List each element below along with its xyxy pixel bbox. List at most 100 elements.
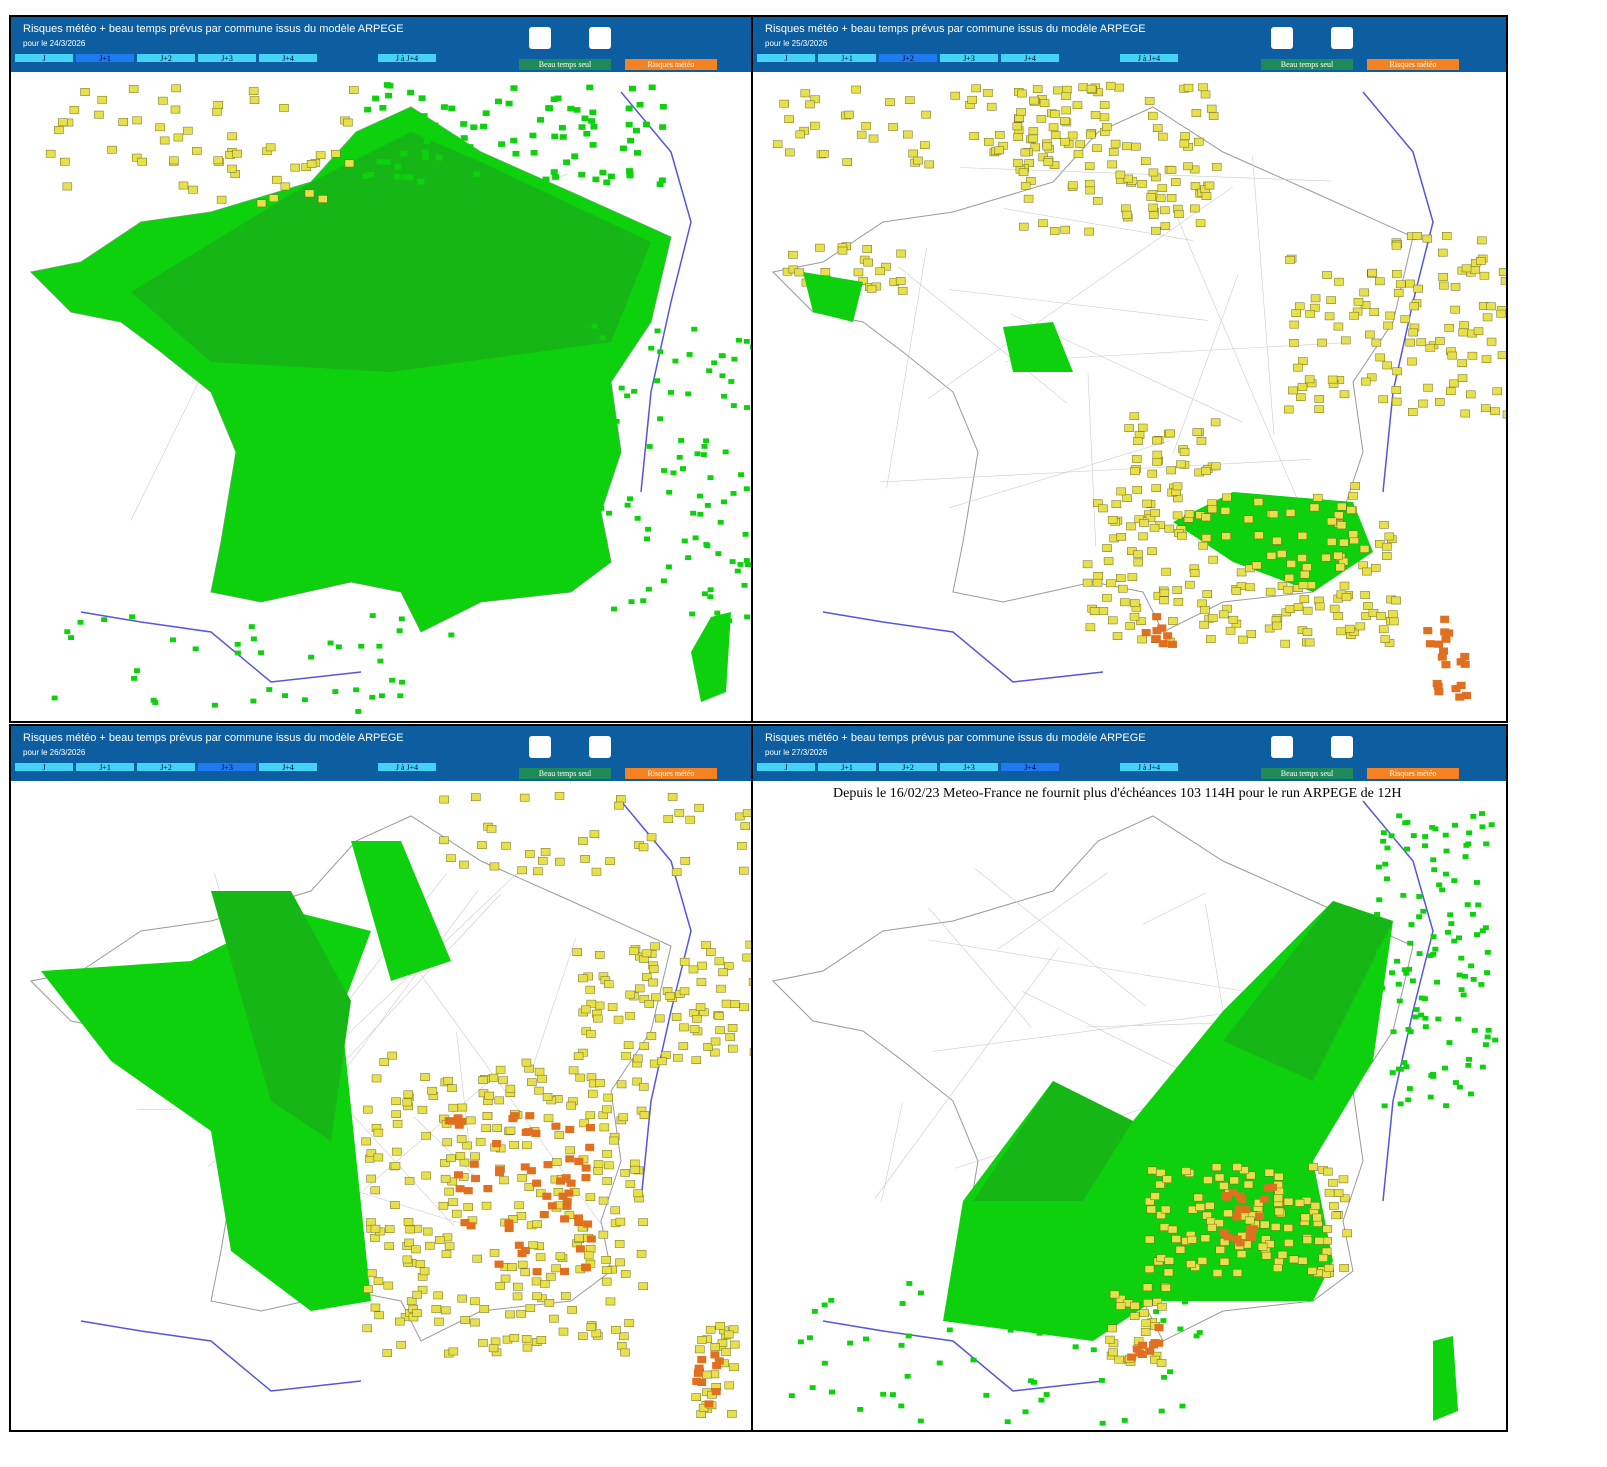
day-tab[interactable]: J+4 — [1000, 53, 1060, 63]
risk-button[interactable]: Risques météo — [625, 59, 717, 70]
commune-marker — [1283, 1197, 1294, 1206]
commune-marker — [1158, 640, 1168, 648]
risk-button[interactable]: Risques météo — [625, 768, 717, 779]
commune-marker — [710, 1037, 721, 1046]
commune-marker — [1142, 1283, 1153, 1292]
commune-marker — [1431, 867, 1438, 873]
commune-marker — [494, 1260, 504, 1268]
commune-marker — [404, 1238, 414, 1247]
refresh-button[interactable] — [589, 736, 611, 758]
commune-marker — [448, 632, 455, 638]
day-tab[interactable]: J+2 — [878, 53, 938, 63]
commune-marker — [1161, 567, 1171, 576]
risk-button[interactable]: Risques météo — [1367, 768, 1459, 779]
commune-marker — [440, 104, 448, 110]
day-tab[interactable]: J à J+4 — [377, 53, 437, 63]
commune-marker — [642, 973, 652, 981]
day-tab[interactable]: J — [756, 53, 816, 63]
commune-marker — [695, 1003, 706, 1011]
commune-marker — [403, 1218, 414, 1226]
day-tab[interactable]: J+2 — [878, 762, 938, 772]
commune-marker — [1189, 1285, 1196, 1291]
commune-marker — [905, 1333, 912, 1339]
commune-marker — [438, 1201, 449, 1210]
day-tab[interactable]: J+1 — [75, 762, 135, 772]
refresh-button[interactable] — [1331, 736, 1353, 758]
commune-marker — [353, 687, 360, 693]
commune-marker — [446, 1154, 456, 1163]
day-tab[interactable]: J+4 — [258, 762, 318, 772]
commune-marker — [625, 121, 633, 128]
commune-marker — [645, 586, 652, 592]
fair-weather-button[interactable]: Beau temps seul — [1261, 59, 1353, 70]
day-tab[interactable]: J à J+4 — [377, 762, 437, 772]
commune-marker — [1152, 458, 1162, 466]
commune-marker — [679, 957, 690, 966]
commune-marker — [685, 555, 692, 561]
day-tab[interactable]: J — [14, 762, 74, 772]
commune-marker — [1456, 972, 1463, 978]
collapse-button[interactable] — [1271, 736, 1293, 758]
commune-marker — [480, 123, 488, 130]
day-tab[interactable]: J+3 — [939, 53, 999, 63]
commune-marker — [1483, 841, 1490, 847]
commune-marker — [1105, 1335, 1115, 1344]
day-tab[interactable]: J+2 — [136, 762, 196, 772]
commune-marker — [1030, 143, 1041, 152]
department-border — [879, 459, 1311, 483]
department-border — [927, 186, 1233, 399]
day-tab[interactable]: J+3 — [939, 762, 999, 772]
commune-marker — [521, 1128, 531, 1136]
collapse-button[interactable] — [529, 27, 551, 49]
commune-marker — [1421, 996, 1428, 1002]
day-tab[interactable]: J+1 — [817, 53, 877, 63]
commune-marker — [784, 115, 794, 124]
commune-marker — [213, 156, 223, 165]
commune-marker — [794, 268, 805, 277]
commune-marker — [744, 614, 751, 620]
day-tab[interactable]: J — [756, 762, 816, 772]
commune-marker — [510, 85, 518, 91]
commune-marker — [1145, 1347, 1155, 1355]
commune-marker — [594, 1001, 605, 1010]
day-tab[interactable]: J+2 — [136, 53, 196, 63]
commune-marker — [1272, 1264, 1283, 1272]
commune-marker — [1004, 1419, 1011, 1425]
fair-weather-button[interactable]: Beau temps seul — [1261, 768, 1353, 779]
commune-marker — [797, 1339, 804, 1345]
day-tab[interactable]: J+3 — [197, 762, 257, 772]
commune-marker — [280, 182, 291, 191]
day-tab[interactable]: J+1 — [817, 762, 877, 772]
commune-marker — [472, 1254, 482, 1263]
commune-marker — [1165, 429, 1175, 438]
commune-marker — [509, 1141, 519, 1149]
day-tab[interactable]: J+4 — [258, 53, 318, 63]
collapse-button[interactable] — [529, 736, 551, 758]
commune-marker — [1391, 397, 1402, 406]
day-tab[interactable]: J à J+4 — [1119, 762, 1179, 772]
commune-marker — [1383, 321, 1393, 330]
refresh-button[interactable] — [589, 27, 611, 49]
commune-marker — [1471, 1028, 1478, 1033]
risk-button[interactable]: Risques météo — [1367, 59, 1459, 70]
commune-marker — [574, 1214, 584, 1222]
refresh-button[interactable] — [1331, 27, 1353, 49]
commune-marker — [936, 1360, 943, 1366]
commune-marker — [1187, 1235, 1197, 1244]
collapse-button[interactable] — [1271, 27, 1293, 49]
day-tab[interactable]: J+3 — [197, 53, 257, 63]
commune-marker — [1102, 544, 1112, 552]
commune-marker — [396, 130, 404, 137]
commune-marker — [366, 1174, 376, 1183]
commune-marker — [730, 1000, 740, 1008]
commune-marker — [917, 1290, 924, 1296]
fair-weather-button[interactable]: Beau temps seul — [519, 59, 611, 70]
commune-marker — [530, 149, 538, 156]
fair-weather-button[interactable]: Beau temps seul — [519, 768, 611, 779]
day-tab[interactable]: J+1 — [75, 53, 135, 63]
commune-marker — [1173, 1287, 1180, 1293]
commune-marker — [1379, 520, 1389, 529]
day-tab[interactable]: J — [14, 53, 74, 63]
day-tab[interactable]: J+4 — [1000, 762, 1060, 772]
day-tab[interactable]: J à J+4 — [1119, 53, 1179, 63]
